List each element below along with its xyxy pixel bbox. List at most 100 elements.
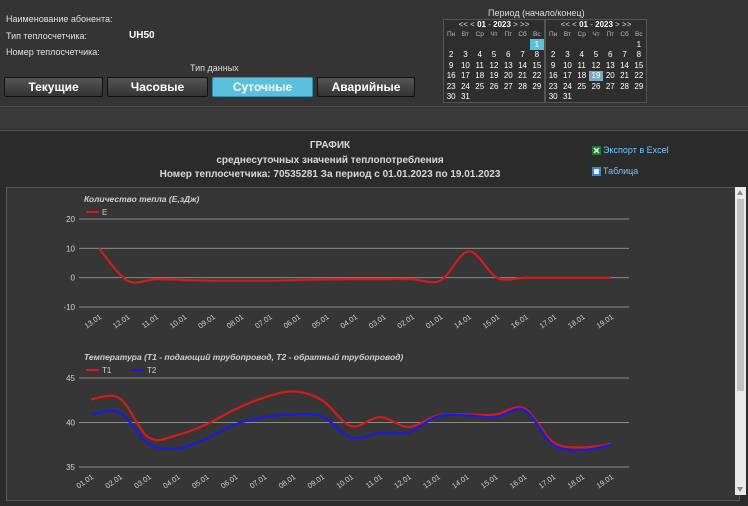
weekday-label: Пн [447, 31, 456, 38]
tab-current[interactable]: Текущие [4, 77, 103, 97]
x-tick-label: 19.01 [595, 472, 616, 490]
calendar-day[interactable]: 17 [460, 71, 470, 81]
table-link[interactable]: Таблица [592, 166, 638, 176]
calendar-day[interactable]: 10 [562, 60, 572, 70]
x-tick-label: 03.01 [132, 472, 153, 490]
calendar-day[interactable]: 31 [562, 92, 572, 102]
calendar-day[interactable]: 9 [550, 60, 556, 70]
calendar-day[interactable]: 22 [634, 71, 644, 81]
x-tick-label: 15.01 [481, 312, 502, 330]
calendar-day[interactable]: 21 [620, 71, 629, 81]
calendar-day[interactable]: 11 [475, 60, 484, 70]
calendar-day[interactable]: 2 [448, 50, 454, 60]
calendar-next-nav[interactable]: > >> [513, 20, 530, 29]
calendar-day[interactable]: 4 [579, 50, 584, 60]
end-date-calendar[interactable]: << < 01 - 2023 > >> Пн Вт Ср Чт Пт Сб Вс 1 2 3 4 5 6 7… [545, 19, 647, 103]
calendar-day[interactable]: 27 [503, 81, 513, 91]
calendar-day[interactable]: 3 [463, 50, 468, 60]
calendar-day[interactable]: 19 [489, 71, 499, 81]
calendar-day[interactable]: 1 [529, 39, 544, 50]
calendar-day[interactable]: 21 [518, 71, 527, 81]
calendar-header[interactable]: << < 01 - 2023 > >> [546, 20, 646, 30]
calendar-day [589, 39, 603, 50]
series-line-t1 [90, 390, 612, 449]
calendar-day[interactable]: 22 [532, 71, 542, 81]
calendar-day[interactable]: 26 [591, 81, 601, 91]
calendar-day[interactable]: 5 [491, 50, 497, 60]
calendar-day [501, 39, 515, 50]
calendar-day[interactable]: 16 [548, 71, 558, 81]
calendar-day[interactable]: 9 [448, 60, 454, 70]
weekday-label: Вс [635, 31, 643, 38]
calendar-day[interactable]: 20 [605, 71, 615, 81]
calendar-day[interactable]: 31 [460, 92, 470, 102]
meter-type-row: Тип теплосчетчика: UH50 [6, 30, 155, 41]
calendar-prev-nav[interactable]: << < [560, 20, 577, 29]
calendar-day[interactable]: 27 [605, 81, 615, 91]
calendar-day[interactable]: 3 [565, 50, 570, 60]
calendar-day[interactable]: 12 [591, 60, 601, 70]
calendar-prev-nav[interactable]: << < [458, 20, 475, 29]
calendar-day[interactable]: 20 [503, 71, 513, 81]
scroll-thumb[interactable] [737, 199, 744, 391]
calendar-day[interactable]: 10 [460, 60, 470, 70]
calendar-day[interactable]: 23 [548, 81, 558, 91]
calendar-sep: - [590, 20, 593, 29]
x-tick-label: 13.01 [421, 472, 442, 490]
calendar-day[interactable]: 4 [477, 50, 482, 60]
chart-title: Температура (T1 - подающий трубопровод, … [84, 352, 403, 362]
calendar-day[interactable]: 28 [518, 81, 527, 91]
calendar-day [589, 92, 603, 103]
calendar-day[interactable]: 12 [489, 60, 499, 70]
calendar-day[interactable]: 30 [446, 92, 456, 102]
scroll-up-icon[interactable] [737, 190, 743, 195]
calendar-day[interactable]: 29 [532, 81, 542, 91]
calendar-day[interactable]: 26 [489, 81, 499, 91]
calendar-header[interactable]: << < 01 - 2023 > >> [444, 20, 544, 30]
calendar-day[interactable]: 29 [634, 81, 644, 91]
calendar-day[interactable]: 11 [577, 60, 586, 70]
calendar-day[interactable]: 18 [577, 71, 587, 81]
calendar-day[interactable]: 5 [593, 50, 599, 60]
calendar-day[interactable]: 13 [503, 60, 513, 70]
calendar-day[interactable]: 23 [446, 81, 456, 91]
calendar-day[interactable]: 1 [636, 39, 642, 49]
tab-hourly[interactable]: Часовые [107, 77, 208, 97]
calendar-day[interactable]: 14 [518, 60, 527, 70]
x-tick-label: 18.01 [566, 312, 587, 330]
calendar-day[interactable]: 2 [550, 50, 556, 60]
calendar-day[interactable]: 17 [562, 71, 572, 81]
calendar-day[interactable]: 14 [620, 60, 629, 70]
x-tick-label: 01.01 [424, 312, 445, 330]
export-excel-link[interactable]: Экспорт в Excel [592, 145, 669, 155]
calendar-day[interactable]: 15 [634, 60, 644, 70]
x-tick-label: 03.01 [367, 312, 388, 330]
calendar-day[interactable]: 13 [605, 60, 615, 70]
calendar-day[interactable]: 25 [577, 81, 587, 91]
calendar-day [458, 39, 472, 50]
calendar-day[interactable]: 18 [475, 71, 485, 81]
calendar-day[interactable]: 24 [562, 81, 572, 91]
calendar-month: 01 [579, 20, 588, 29]
calendar-day[interactable]: 6 [608, 50, 613, 60]
calendar-day[interactable]: 30 [548, 92, 558, 102]
vertical-scrollbar[interactable] [735, 187, 746, 495]
calendar-day[interactable]: 19 [588, 70, 604, 81]
scroll-down-icon[interactable] [737, 487, 743, 492]
calendar-day[interactable]: 6 [506, 50, 511, 60]
calendar-day[interactable]: 15 [532, 60, 542, 70]
calendar-day[interactable]: 28 [620, 81, 629, 91]
calendar-day[interactable]: 25 [475, 81, 485, 91]
separator-bar [0, 107, 748, 129]
calendar-day[interactable]: 16 [446, 71, 456, 81]
calendar-next-nav[interactable]: > >> [615, 20, 632, 29]
tab-daily[interactable]: Суточные [212, 77, 313, 97]
calendar-day[interactable]: 8 [636, 50, 642, 60]
calendar-day[interactable]: 8 [534, 50, 540, 60]
start-date-calendar[interactable]: << < 01 - 2023 > >> Пн Вт Ср Чт Пт Сб Вс 1 2 3 4 5 6 7… [443, 19, 545, 103]
calendar-day[interactable]: 24 [460, 81, 470, 91]
tab-alarm[interactable]: Аварийные [317, 77, 415, 97]
calendar-day[interactable]: 7 [520, 50, 525, 60]
calendar-day [546, 39, 560, 50]
calendar-day[interactable]: 7 [622, 50, 627, 60]
